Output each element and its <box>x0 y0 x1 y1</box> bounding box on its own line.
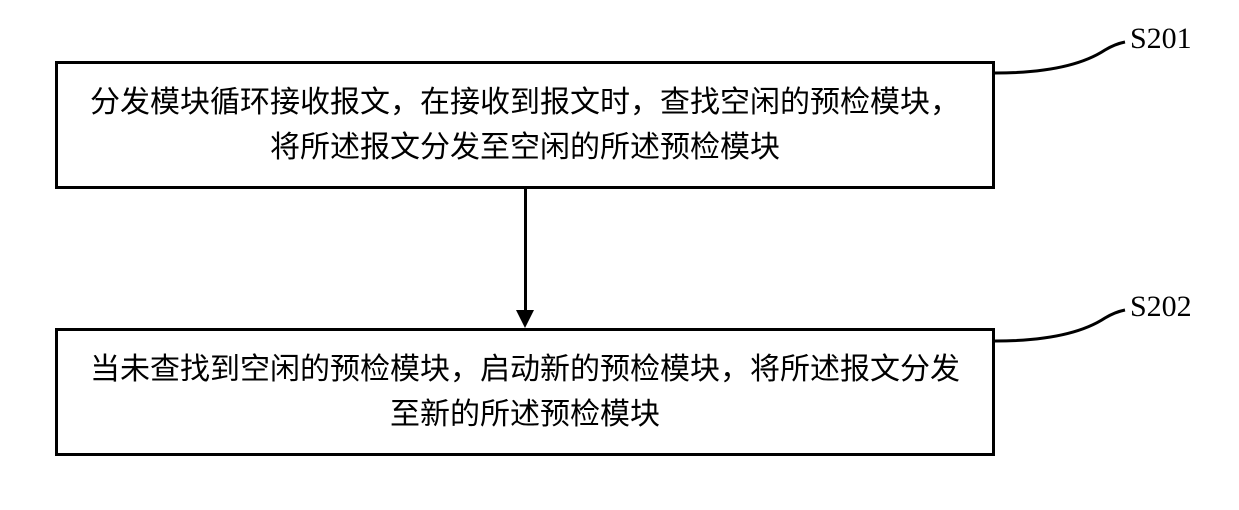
connector-curve-s202 <box>0 0 1239 510</box>
flowchart-container: 分发模块循环接收报文，在接收到报文时，查找空闲的预检模块，将所述报文分发至空闲的… <box>0 0 1239 510</box>
step-label-s202: S202 <box>1130 290 1192 324</box>
